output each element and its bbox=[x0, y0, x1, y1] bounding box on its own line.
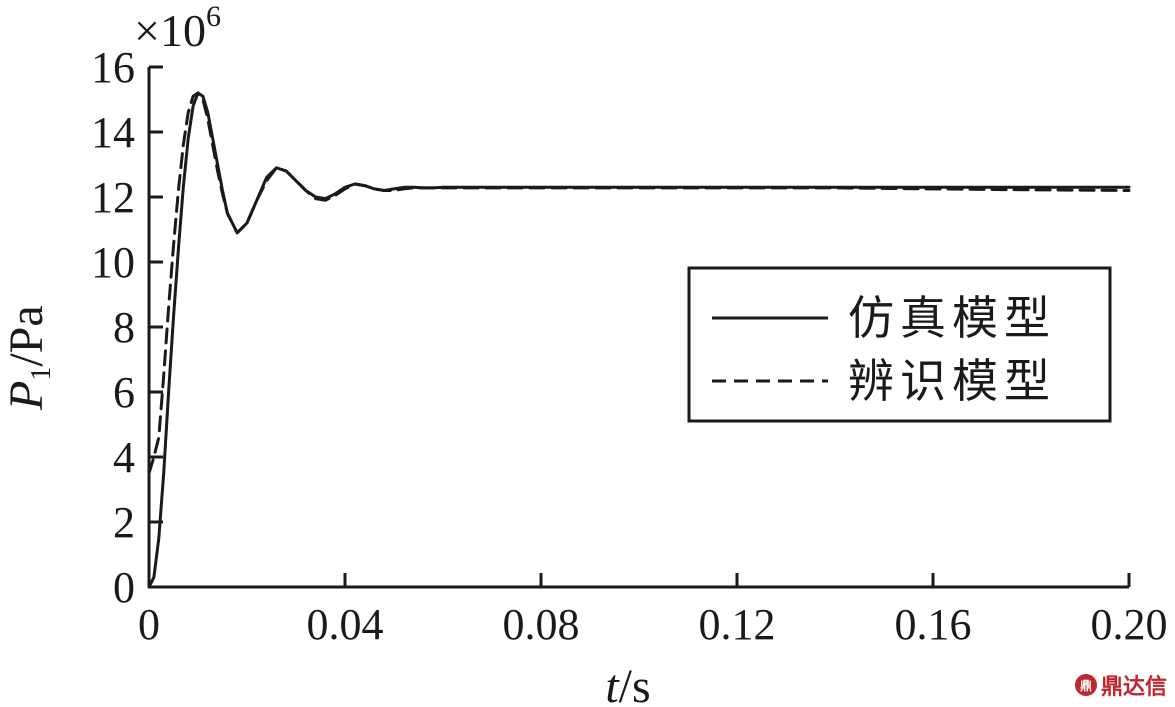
legend-box bbox=[687, 266, 1112, 423]
y-tick-label: 16 bbox=[91, 43, 135, 92]
series-layer bbox=[147, 91, 1131, 589]
x-tick-label: 0.08 bbox=[503, 600, 580, 649]
x-tick-label: 0 bbox=[138, 600, 160, 649]
y-tick-label: 2 bbox=[113, 498, 135, 547]
x-tick-label: 0.04 bbox=[307, 600, 384, 649]
watermark-logo: 鼎 鼎达信 bbox=[1074, 669, 1167, 701]
y-ticks: 0 2 4 6 8 10 12 14 16 bbox=[91, 43, 163, 612]
y-tick-label: 12 bbox=[91, 173, 135, 222]
x-ticks: 0 0.04 0.08 0.12 0.16 0.20 bbox=[138, 573, 1168, 649]
x-tick-label: 0.12 bbox=[699, 600, 776, 649]
y-axis-label: P1/Pa bbox=[0, 305, 57, 411]
legend-label-identified: 辨识模型 bbox=[848, 356, 1056, 407]
y-tick-label: 6 bbox=[113, 368, 135, 417]
legend: 仿真模型 辨识模型 bbox=[687, 266, 1112, 423]
watermark-badge-icon: 鼎 bbox=[1074, 674, 1097, 696]
y-tick-label: 0 bbox=[113, 563, 135, 612]
y-tick-label: 4 bbox=[113, 433, 135, 482]
y-tick-label: 14 bbox=[91, 108, 135, 157]
x-tick-label: 0.20 bbox=[1091, 600, 1168, 649]
series-line-identified bbox=[147, 91, 1131, 475]
y-tick-label: 8 bbox=[113, 303, 135, 352]
y-tick-label: 10 bbox=[91, 238, 135, 287]
legend-label-simulation: 仿真模型 bbox=[848, 293, 1056, 344]
watermark-text: 鼎达信 bbox=[1100, 675, 1167, 700]
x-tick-label: 0.16 bbox=[895, 600, 972, 649]
y-axis-multiplier: ×106 bbox=[134, 0, 221, 56]
x-axis-label: t/s bbox=[605, 660, 650, 707]
